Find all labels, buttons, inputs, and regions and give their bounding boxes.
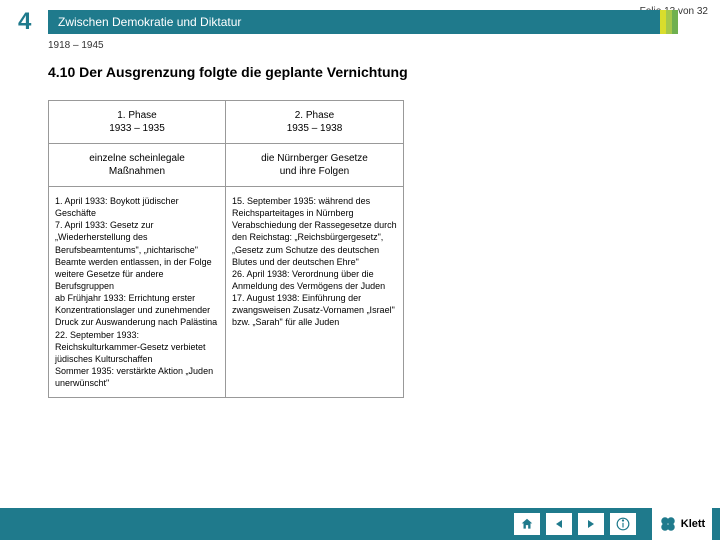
slide-number: 4 (18, 8, 31, 36)
sub-line: die Nürnberger Gesetze (230, 152, 399, 165)
sub-line: Maßnahmen (53, 165, 221, 178)
table-subheader: einzelne scheinlegale Maßnahmen (49, 144, 225, 187)
phase-label: 2. Phase (230, 109, 399, 122)
phases-table: 1. Phase 1933 – 1935 einzelne scheinlega… (48, 100, 404, 398)
title-bar: Zwischen Demokratie und Diktatur (48, 10, 660, 34)
triangle-right-icon (585, 518, 597, 530)
table-column: 2. Phase 1935 – 1938 die Nürnberger Gese… (226, 100, 404, 398)
table-header: 2. Phase 1935 – 1938 (226, 101, 403, 144)
klett-clover-icon (659, 515, 677, 533)
date-range: 1918 – 1945 (48, 40, 104, 51)
next-button[interactable] (578, 513, 604, 535)
sub-line: und ihre Folgen (230, 165, 399, 178)
table-body: 1. April 1933: Boykott jüdischer Geschäf… (49, 187, 225, 397)
table-body: 15. September 1935: während des Reichspa… (226, 187, 403, 337)
triangle-left-icon (553, 518, 565, 530)
table-column: 1. Phase 1933 – 1935 einzelne scheinlega… (48, 100, 226, 398)
info-icon (616, 517, 630, 531)
home-button[interactable] (514, 513, 540, 535)
phase-dates: 1935 – 1938 (230, 122, 399, 135)
klett-logo-box: Klett (652, 508, 712, 540)
prev-button[interactable] (546, 513, 572, 535)
sub-line: einzelne scheinlegale (53, 152, 221, 165)
table-header: 1. Phase 1933 – 1935 (49, 101, 225, 144)
page-heading: 4.10 Der Ausgrenzung folgte die geplante… (48, 64, 408, 80)
home-icon (520, 517, 534, 531)
footer-bar: Klett (0, 508, 720, 540)
klett-label: Klett (681, 518, 705, 530)
phase-dates: 1933 – 1935 (53, 122, 221, 135)
table-subheader: die Nürnberger Gesetze und ihre Folgen (226, 144, 403, 187)
info-button[interactable] (610, 513, 636, 535)
phase-label: 1. Phase (53, 109, 221, 122)
